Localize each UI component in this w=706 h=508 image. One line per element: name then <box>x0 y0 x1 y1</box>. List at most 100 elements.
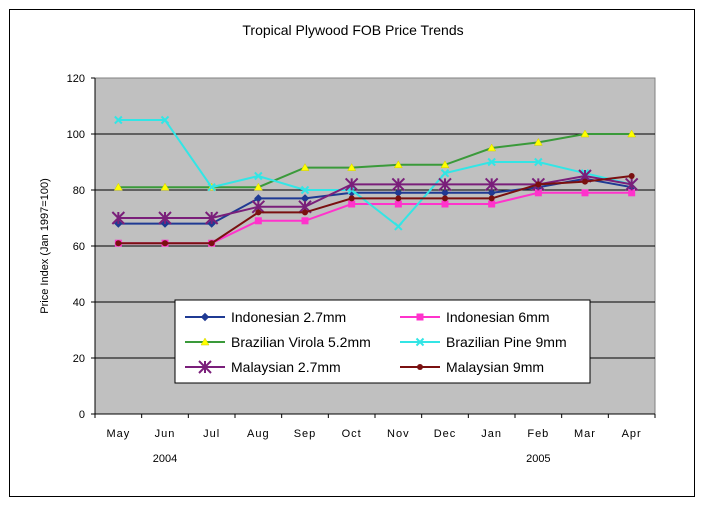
legend-marker <box>417 364 423 370</box>
legend-label: Indonesian 6mm <box>446 309 550 325</box>
series-line <box>118 119 632 228</box>
legend-label: Malaysian 2.7mm <box>231 359 341 375</box>
data-point <box>580 129 590 138</box>
data-point <box>111 211 126 225</box>
x-tick-label: Dec <box>434 428 457 440</box>
data-point <box>207 182 216 192</box>
y-axis-label: Price Index (Jan 1997=100) <box>39 178 51 313</box>
series-2 <box>113 129 637 191</box>
x-tick-label: Oct <box>342 428 362 440</box>
data-point <box>393 160 403 169</box>
data-point <box>440 168 450 178</box>
data-point <box>255 209 262 216</box>
data-point <box>438 177 452 192</box>
x-tick-label: May <box>106 428 130 440</box>
data-point <box>628 189 636 197</box>
data-point <box>160 115 170 125</box>
data-point <box>628 173 635 179</box>
x-tick-label: Jan <box>481 428 502 440</box>
data-point <box>442 195 448 202</box>
chart-title: Tropical Plywood FOB Price Trends <box>242 22 463 38</box>
data-point <box>300 163 310 171</box>
x-tick-label: Jun <box>155 428 176 440</box>
legend-item: Brazilian Virola 5.2mm <box>185 334 371 350</box>
data-point <box>534 189 542 197</box>
data-point <box>487 143 497 152</box>
data-point <box>391 177 406 192</box>
x-tick-label: Aug <box>247 428 270 440</box>
x-tick-label: Apr <box>622 428 642 440</box>
legend-label: Indonesian 2.7mm <box>231 309 346 325</box>
legend: Indonesian 2.7mm Indonesian 6mm Brazilian … <box>174 299 591 384</box>
legend-marker <box>416 313 424 321</box>
legend-item: Brazilian Pine 9mm <box>400 334 567 350</box>
data-point <box>115 240 122 247</box>
y-axis-ticks: 0 20 40 60 80 100 120 <box>67 73 96 421</box>
legend-label: Malaysian 9mm <box>446 359 544 375</box>
y-tick-label: 80 <box>73 185 85 197</box>
data-point <box>627 129 637 138</box>
data-point <box>394 222 403 231</box>
x-tick-label: Nov <box>387 428 410 440</box>
data-point <box>535 181 542 188</box>
legend-marker <box>200 337 210 346</box>
data-point <box>114 115 123 125</box>
data-point <box>581 189 589 197</box>
data-point <box>582 178 588 185</box>
data-point <box>488 195 495 202</box>
data-point <box>624 177 639 192</box>
data-point <box>488 200 496 208</box>
y-tick-label: 20 <box>73 353 85 365</box>
legend-item: Malaysian 9mm <box>400 359 544 375</box>
data-point <box>300 185 310 195</box>
year-label: 2004 <box>153 453 177 465</box>
legend-label: Brazilian Virola 5.2mm <box>231 334 371 350</box>
data-point <box>344 177 359 192</box>
legend-box <box>174 299 591 384</box>
data-point <box>158 211 172 225</box>
series-line <box>118 133 632 189</box>
x-tick-label: Feb <box>527 428 549 440</box>
data-point <box>534 157 543 167</box>
data-point <box>484 177 499 192</box>
legend-item: Indonesian 2.7mm <box>185 309 346 325</box>
legend-marker <box>198 360 212 374</box>
x-tick-label: Mar <box>574 428 596 440</box>
y-tick-label: 100 <box>67 129 85 141</box>
data-point <box>208 240 215 247</box>
x-tick-label: Sep <box>294 428 317 440</box>
y-tick-label: 60 <box>73 241 85 253</box>
data-point <box>487 157 496 167</box>
data-point <box>253 182 263 191</box>
series-layer <box>111 115 639 247</box>
data-point <box>254 171 263 181</box>
y-tick-label: 0 <box>79 409 85 421</box>
data-point <box>441 200 449 208</box>
data-point <box>395 195 402 202</box>
x-axis-ticks: May Jun Jul Aug Sep Oct Nov Dec Jan Feb Mar Apr 2004… <box>94 413 656 465</box>
series-line <box>118 177 632 225</box>
data-point <box>348 200 356 208</box>
data-point <box>204 211 219 225</box>
y-tick-label: 40 <box>73 297 85 309</box>
data-point <box>533 137 543 146</box>
legend-item: Indonesian 6mm <box>400 309 550 325</box>
series-line <box>118 175 632 245</box>
legend-marker <box>415 337 425 347</box>
data-point <box>113 182 123 191</box>
data-point <box>301 217 309 225</box>
data-point <box>348 195 355 202</box>
legend-label: Brazilian Pine 9mm <box>446 334 567 350</box>
data-point <box>302 209 308 216</box>
y-tick-label: 120 <box>67 73 85 85</box>
data-point <box>394 200 402 208</box>
x-tick-label: Jul <box>203 428 220 440</box>
series-5 <box>115 173 635 247</box>
data-point <box>440 160 450 169</box>
legend-marker <box>200 312 210 322</box>
legend-item: Malaysian 2.7mm <box>185 359 341 375</box>
data-point <box>162 240 168 247</box>
data-point <box>160 182 170 191</box>
year-label: 2005 <box>526 453 550 465</box>
